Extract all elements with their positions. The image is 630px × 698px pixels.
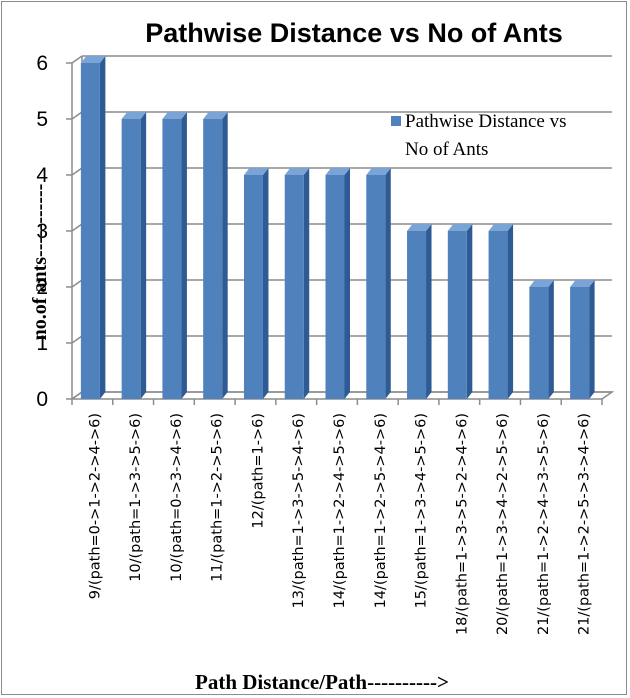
bar-side-0 bbox=[99, 56, 106, 399]
legend: Pathwise Distance vs No of Ants bbox=[391, 111, 566, 160]
bar-side-3 bbox=[222, 112, 228, 399]
y-tick-label-4: 4 bbox=[36, 164, 48, 187]
grid-side-5 bbox=[71, 111, 83, 120]
bar-top-4 bbox=[243, 168, 269, 175]
x-tick-label-7: 14/(path=1->2->5->4->6) bbox=[373, 413, 389, 608]
bar-front-10 bbox=[488, 231, 508, 399]
y-tick-labels: 0 1 2 3 4 5 6 bbox=[36, 52, 48, 411]
bar-top-12 bbox=[570, 280, 595, 287]
bar-10 bbox=[488, 224, 514, 399]
x-axis-label: Path Distance/Path----------> bbox=[195, 670, 449, 694]
bar-front-2 bbox=[162, 119, 182, 399]
x-tick-label-8: 15/(path=1->3->4->5->6) bbox=[414, 413, 430, 608]
chart-title: Pathwise Distance vs No of Ants bbox=[145, 18, 563, 48]
bar-front-11 bbox=[529, 287, 549, 399]
bar-4 bbox=[243, 168, 269, 399]
y-tick-label-2: 2 bbox=[36, 276, 48, 299]
bar-top-0 bbox=[80, 56, 106, 63]
bar-top-6 bbox=[325, 168, 350, 175]
y-axis-label: no.of ants----------- bbox=[29, 184, 51, 341]
grid-side-6 bbox=[71, 55, 83, 64]
bar-side-2 bbox=[181, 112, 187, 399]
bar-12 bbox=[570, 280, 595, 399]
grid-side-3 bbox=[71, 223, 83, 232]
bar-side-12 bbox=[589, 280, 595, 399]
bar-6 bbox=[325, 168, 350, 399]
bar-top-1 bbox=[121, 112, 147, 119]
bar-side-8 bbox=[426, 224, 432, 399]
x-tick-label-4: 12/(path=1->6) bbox=[250, 413, 266, 529]
legend-label-line-2: No of Ants bbox=[405, 139, 488, 160]
bar-7 bbox=[366, 168, 391, 399]
y-tick-label-1: 1 bbox=[36, 332, 48, 355]
bar-side-4 bbox=[262, 168, 269, 399]
bar-front-1 bbox=[121, 119, 141, 399]
bar-side-6 bbox=[344, 168, 350, 399]
x-tick-label-5: 13/(path=1->3->5->4->6) bbox=[291, 413, 307, 608]
x-tick-label-3: 11/(path=1->2->5->6) bbox=[210, 413, 226, 582]
bar-side-1 bbox=[140, 112, 147, 399]
bar-11 bbox=[529, 280, 554, 399]
bar-front-8 bbox=[407, 231, 427, 399]
bar-front-0 bbox=[80, 63, 100, 399]
bar-2 bbox=[162, 112, 187, 399]
bar-side-11 bbox=[548, 280, 554, 399]
bar-top-8 bbox=[407, 224, 432, 231]
bar-side-7 bbox=[385, 168, 391, 399]
bar-front-7 bbox=[366, 175, 386, 399]
grid-side-2 bbox=[71, 279, 83, 288]
bar-8 bbox=[407, 224, 432, 399]
bar-front-5 bbox=[284, 175, 304, 399]
bar-side-5 bbox=[303, 168, 310, 399]
bar-5 bbox=[284, 168, 310, 399]
bar-front-6 bbox=[325, 175, 345, 399]
bar-side-10 bbox=[507, 224, 514, 399]
bar-top-2 bbox=[162, 112, 187, 119]
legend-swatch bbox=[391, 116, 401, 126]
legend-label-line-1: Pathwise Distance vs bbox=[405, 111, 566, 132]
bar-0 bbox=[80, 56, 106, 399]
x-tick-label-9: 18/(path=1->3->5->2->4->6) bbox=[454, 413, 470, 635]
bar-front-9 bbox=[447, 231, 467, 399]
bar-side-9 bbox=[466, 224, 473, 399]
y-tick-label-3: 3 bbox=[36, 220, 48, 243]
bar-9 bbox=[447, 224, 473, 399]
x-tick-labels: 9/(path=0->1->2->4->6) 10/(path=1->3->5->… bbox=[87, 413, 592, 635]
bar-front-12 bbox=[570, 287, 590, 399]
x-tick-label-0: 9/(path=0->1->2->4->6) bbox=[87, 413, 103, 599]
bar-top-10 bbox=[488, 224, 514, 231]
bar-1 bbox=[121, 112, 147, 399]
bar-top-9 bbox=[447, 224, 473, 231]
x-tick-label-6: 14/(path=1->2->4->5->6) bbox=[332, 413, 348, 608]
bar-3 bbox=[203, 112, 228, 399]
grid-side-1 bbox=[71, 335, 83, 344]
bar-front-3 bbox=[203, 119, 223, 399]
bar-top-3 bbox=[203, 112, 228, 119]
x-tick-label-1: 10/(path=1->3->5->6) bbox=[128, 413, 144, 582]
grid-side-4 bbox=[71, 167, 83, 176]
bar-front-4 bbox=[243, 175, 263, 399]
bars bbox=[80, 56, 595, 399]
y-tick-label-5: 5 bbox=[36, 108, 48, 131]
x-tick-label-12: 21/(path=1->2->5->3->4->6) bbox=[577, 413, 593, 635]
bar-top-11 bbox=[529, 280, 554, 287]
x-tick-label-11: 21/(path=1->2->4->3->5->6) bbox=[536, 413, 552, 635]
x-tick-label-10: 20/(path=1->3->4->2->5->6) bbox=[495, 413, 511, 635]
bar-top-7 bbox=[366, 168, 391, 175]
bar-top-5 bbox=[284, 168, 310, 175]
y-tick-label-0: 0 bbox=[36, 388, 48, 411]
x-tick-label-2: 10/(path=0->3->4->6) bbox=[169, 413, 185, 582]
y-tick-label-6: 6 bbox=[36, 52, 48, 75]
